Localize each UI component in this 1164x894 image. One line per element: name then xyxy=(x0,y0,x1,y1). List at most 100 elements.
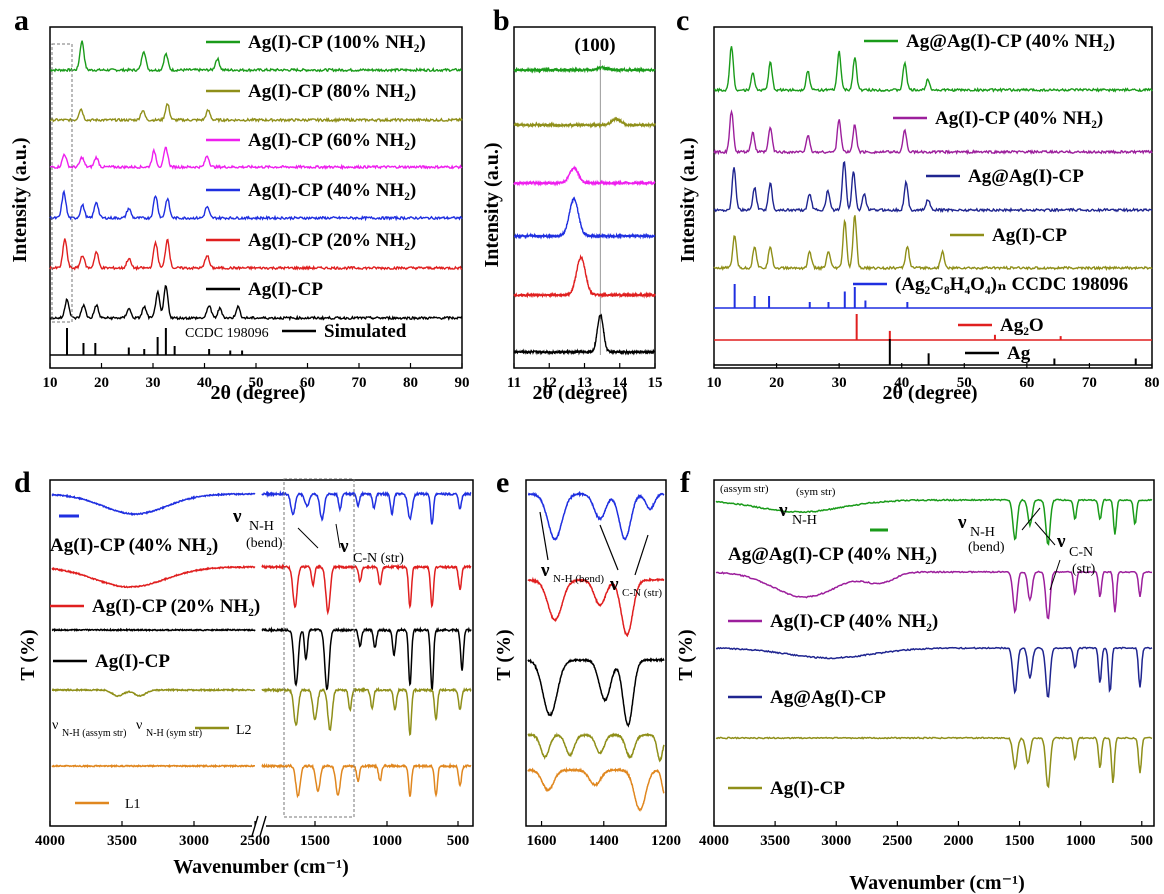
panel-d-ann-nu3: ν xyxy=(52,718,58,733)
panel-d-arrow xyxy=(335,523,341,549)
panel-d-series-3-left xyxy=(51,687,256,698)
panel-e-xtick-label: 1600 xyxy=(527,833,557,849)
panel-c-legend-1-label: Ag(I)-CP (40% NH₂) xyxy=(935,108,1103,129)
panel-f-xtick-label: 1000 xyxy=(1066,833,1096,849)
panel-f-ann-nu1: ν xyxy=(778,500,788,521)
panel-b-peak-label: (100) xyxy=(574,35,615,56)
panel-b-series-4 xyxy=(513,254,656,299)
panel-b-xtick-label: 15 xyxy=(648,375,663,391)
panel-b-xtick-label: 12 xyxy=(542,375,557,391)
panel-a-legend-3-label: Ag(I)-CP (40% NH₂) xyxy=(248,180,416,201)
panel-f-series-2 xyxy=(715,646,1153,698)
panel-d-ann-nu1: ν xyxy=(232,506,242,527)
panel-e-series-1 xyxy=(527,576,665,638)
panel-a-annotation-ccdc: CCDC 198096 xyxy=(185,326,269,341)
panel-e-ann-nh-bend: N-H (bend) xyxy=(553,573,604,585)
panel-c-series-2 xyxy=(713,160,1153,214)
panel-a-series-4 xyxy=(49,238,463,271)
panel-f: T (%) Wavenumber (cm⁻¹) 4000 3500 3000 2500 20… xyxy=(675,479,1155,894)
panel-a-series-0 xyxy=(49,40,463,73)
panel-a-zoom-box xyxy=(51,43,73,323)
panel-e-series-4 xyxy=(527,766,665,812)
panel-f-ann-sym: (sym str) xyxy=(796,486,836,498)
panel-e-ann-nu1: ν xyxy=(540,560,550,581)
panel-letter-d: d xyxy=(14,466,31,499)
panel-d: T (%) Wavenumber (cm⁻¹) 4000 3500 3000 2500 15… xyxy=(17,478,474,878)
panel-d-legend-4-label: L1 xyxy=(125,797,141,812)
panel-f-xlabel: Wavenumber (cm⁻¹) xyxy=(849,872,1025,894)
panel-a-legend-6-label: Simulated xyxy=(324,321,407,342)
panel-f-ann-bend: (bend) xyxy=(968,540,1005,555)
panel-f-arrow xyxy=(1021,507,1041,531)
panel-f-xtick-label: 3000 xyxy=(821,833,851,849)
panel-b-frame xyxy=(513,26,656,369)
panel-d-zoom-box xyxy=(283,478,355,818)
panel-b-xtick-label: 13 xyxy=(577,375,592,391)
panel-a-xtick-label: 10 xyxy=(43,375,58,391)
panel-d-series-4-left xyxy=(51,763,255,769)
panel-a-series-1 xyxy=(49,102,463,124)
panel-a-series-3 xyxy=(49,189,463,222)
panel-letter-f: f xyxy=(680,466,691,499)
panel-a-legend-1-label: Ag(I)-CP (80% NH₂) xyxy=(248,81,416,102)
panel-a-xtick-label: 60 xyxy=(300,375,315,391)
panel-a-series-5 xyxy=(49,284,463,322)
panel-d-series-2-left xyxy=(51,627,256,633)
panel-letter-c: c xyxy=(676,4,689,37)
panel-e-ann-cn: C-N (str) xyxy=(622,587,662,599)
panel-d-ann-nu2: ν xyxy=(339,536,349,557)
panel-c-xtick-label: 60 xyxy=(1019,375,1034,391)
panel-a-xtick-label: 90 xyxy=(455,375,470,391)
panel-f-legend-3-label: Ag(I)-CP xyxy=(770,778,845,799)
panel-f-xtick-label: 3500 xyxy=(760,833,790,849)
panel-d-series-4-right xyxy=(261,762,472,799)
panel-a-xtick-label: 50 xyxy=(249,375,264,391)
panel-d-xtick-label: 3500 xyxy=(107,833,137,849)
panel-f-frame xyxy=(713,479,1155,827)
panel-e-series-3 xyxy=(527,732,665,763)
panel-b: 11 12 13 14 15 Intensity (a.u.) 2θ (degree) (10… xyxy=(481,26,663,404)
panel-c-series-1 xyxy=(713,109,1153,156)
panel-a-legend-5-label: Ag(I)-CP xyxy=(248,279,323,300)
panel-a-legend-2-label: Ag(I)-CP (60% NH₂) xyxy=(248,130,416,151)
panel-b-series-3 xyxy=(513,196,656,240)
panel-c-xtick-label: 20 xyxy=(769,375,784,391)
panel-letter-e: e xyxy=(496,466,509,499)
panel-d-series-1-right xyxy=(261,563,472,616)
panel-c-ylabel: Intensity (a.u.) xyxy=(677,137,699,262)
panel-c-xtick-label: 80 xyxy=(1145,375,1160,391)
panel-c-xtick-label: 30 xyxy=(832,375,847,391)
panel-d-arrow xyxy=(297,527,319,549)
panel-d-axis-break-mark xyxy=(259,815,267,837)
panel-e-arrow xyxy=(599,524,619,571)
panel-c-xlabel: 2θ (degree) xyxy=(882,382,977,404)
panel-c-legend-5-label: Ag₂O xyxy=(1000,315,1044,336)
panel-d-xtick-label: 3000 xyxy=(179,833,209,849)
panel-d-xtick-label: 1500 xyxy=(300,833,330,849)
panel-f-xtick-label: 2500 xyxy=(882,833,912,849)
panel-c-xtick-label: 50 xyxy=(957,375,972,391)
panel-b-series-2 xyxy=(513,165,656,187)
panel-d-xtick-label: 1000 xyxy=(372,833,402,849)
panel-f-xtick-label: 2000 xyxy=(943,833,973,849)
panel-c-xtick-label: 70 xyxy=(1082,375,1097,391)
panel-a-xlabel: 2θ (degree) xyxy=(210,382,305,404)
panel-e-xtick-label: 1400 xyxy=(589,833,619,849)
panel-d-legend-1-label: Ag(I)-CP (20% NH₂) xyxy=(92,596,260,617)
panel-d-series-3-right xyxy=(261,686,472,737)
panel-e-series-0 xyxy=(527,490,665,542)
panel-f-ann-cn: C-N xyxy=(1069,545,1093,560)
panel-d-xtick-label: 4000 xyxy=(35,833,65,849)
panel-c-legend-3-label: Ag(I)-CP xyxy=(992,225,1067,246)
panel-d-xtick-label: 2500 xyxy=(240,833,270,849)
panel-b-xtick-label: 14 xyxy=(612,375,628,391)
panel-a: 10 20 30 40 50 60 70 80 90 Intensity (a.u.) 2θ (de… xyxy=(9,26,470,404)
panel-c-legend-0-label: Ag@Ag(I)-CP (40% NH₂) xyxy=(906,31,1115,52)
panel-f-series-0 xyxy=(715,498,1153,547)
panel-letter-b: b xyxy=(493,4,510,37)
panel-f-ann-nu3: ν xyxy=(1056,531,1066,552)
panel-d-ann-nu4: ν xyxy=(136,718,142,733)
panel-c-legend-6-label: Ag xyxy=(1007,343,1031,364)
panel-f-ann-nh1: N-H xyxy=(792,513,817,528)
panel-d-series-0-left xyxy=(51,492,256,516)
